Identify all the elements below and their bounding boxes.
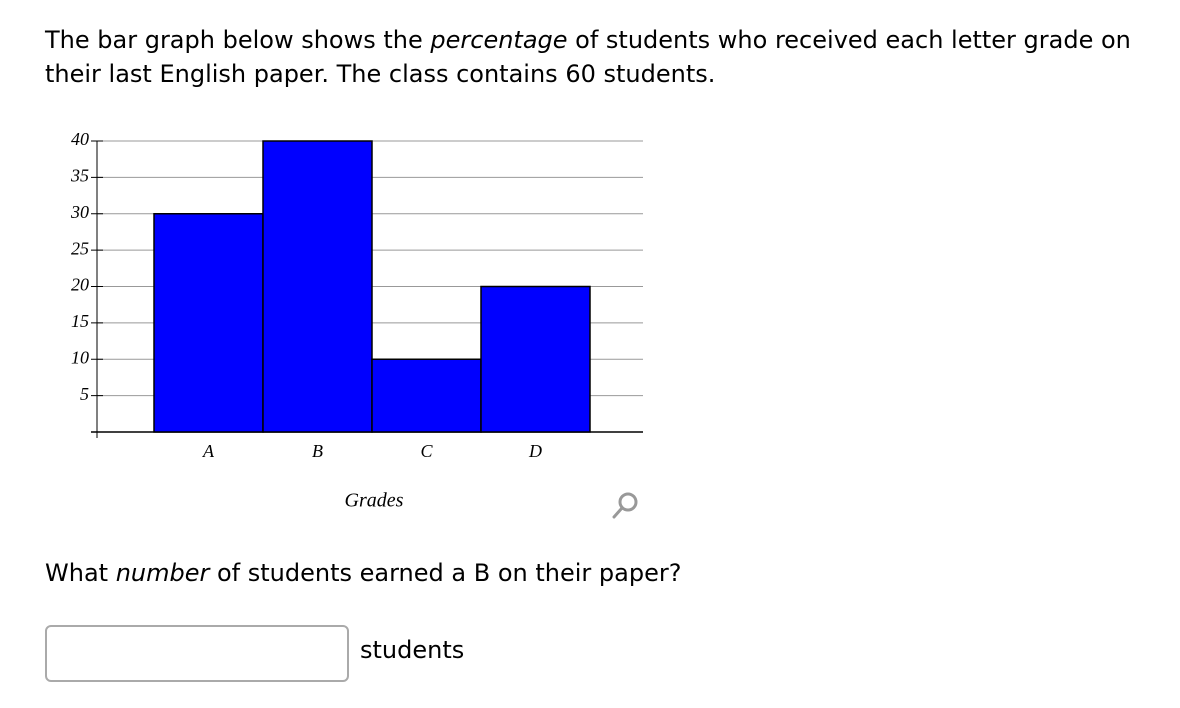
x-tick-label: C <box>420 441 433 461</box>
y-tick-label: 15 <box>71 311 89 331</box>
x-tick-label: B <box>312 441 323 461</box>
x-tick-label: A <box>202 441 215 461</box>
text: The bar graph below shows the <box>45 26 431 54</box>
y-tick-label: 35 <box>70 166 89 186</box>
answer-input[interactable] <box>45 625 349 682</box>
y-tick-label: 5 <box>80 384 89 404</box>
text: of students earned a B on their paper? <box>209 559 682 587</box>
bar <box>371 358 482 433</box>
zoom-icon[interactable] <box>612 492 638 519</box>
y-tick-label: 20 <box>71 275 89 295</box>
chart: 5 10 15 20 25 30 35 40 A B C D Grades <box>70 129 643 519</box>
question-text: What number of students earned a B on th… <box>45 556 681 590</box>
bar <box>153 213 264 433</box>
bar <box>262 140 373 433</box>
text: What <box>45 559 116 587</box>
y-tick-label: 40 <box>71 129 89 149</box>
intro-text: The bar graph below shows the percentage… <box>45 23 1175 91</box>
emphasis: number <box>115 559 210 587</box>
emphasis: percentage <box>430 26 568 54</box>
y-tick-label: 30 <box>70 202 89 222</box>
y-tick-label: 25 <box>71 238 89 258</box>
x-tick-label: D <box>528 441 542 461</box>
bar <box>480 285 591 433</box>
x-axis-label: Grades <box>345 490 404 512</box>
text: of students who received each letter gra… <box>45 26 1131 88</box>
y-tick-label: 10 <box>71 347 89 367</box>
unit-label: students <box>360 636 465 664</box>
